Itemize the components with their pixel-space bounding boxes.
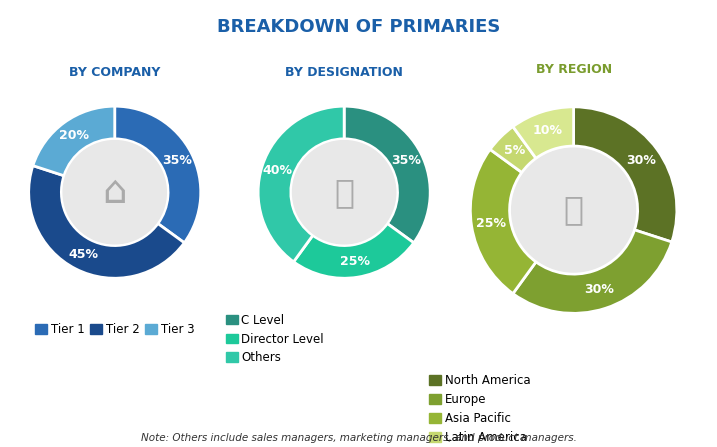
Wedge shape	[513, 230, 672, 313]
Text: 45%: 45%	[68, 248, 98, 261]
Text: ⚾: ⚾	[564, 194, 584, 227]
Text: 10%: 10%	[533, 124, 563, 137]
Text: 30%: 30%	[584, 283, 614, 296]
Wedge shape	[293, 224, 414, 278]
Text: 25%: 25%	[476, 217, 506, 230]
Text: 20%: 20%	[59, 129, 89, 142]
Wedge shape	[513, 107, 574, 158]
Text: 35%: 35%	[162, 154, 191, 167]
Legend: North America, Europe, Asia Pacific, Latin America, Middle East & Africa: North America, Europe, Asia Pacific, Lat…	[424, 369, 568, 447]
Title: BY DESIGNATION: BY DESIGNATION	[285, 66, 403, 79]
Wedge shape	[470, 149, 536, 294]
Wedge shape	[490, 127, 536, 173]
Wedge shape	[115, 106, 201, 243]
Wedge shape	[33, 106, 115, 176]
Title: BY COMPANY: BY COMPANY	[69, 66, 161, 79]
Circle shape	[63, 141, 166, 244]
Text: Note: Others include sales managers, marketing managers, and product managers.: Note: Others include sales managers, mar…	[141, 433, 576, 443]
Text: 5%: 5%	[504, 144, 525, 157]
Wedge shape	[29, 166, 184, 278]
Text: ⎙: ⎙	[334, 176, 354, 209]
Text: 25%: 25%	[340, 254, 370, 268]
Legend: Tier 1, Tier 2, Tier 3: Tier 1, Tier 2, Tier 3	[31, 319, 199, 341]
Text: 30%: 30%	[627, 154, 656, 168]
Text: ⌂: ⌂	[103, 173, 127, 211]
Wedge shape	[344, 106, 430, 243]
Text: 35%: 35%	[391, 154, 421, 167]
Circle shape	[512, 148, 635, 272]
Wedge shape	[574, 107, 677, 242]
Wedge shape	[258, 106, 344, 262]
Title: BY REGION: BY REGION	[536, 63, 612, 76]
Text: BREAKDOWN OF PRIMARIES: BREAKDOWN OF PRIMARIES	[217, 18, 500, 36]
Circle shape	[293, 141, 396, 244]
Legend: C Level, Director Level, Others: C Level, Director Level, Others	[221, 309, 328, 369]
Text: 40%: 40%	[263, 164, 293, 177]
